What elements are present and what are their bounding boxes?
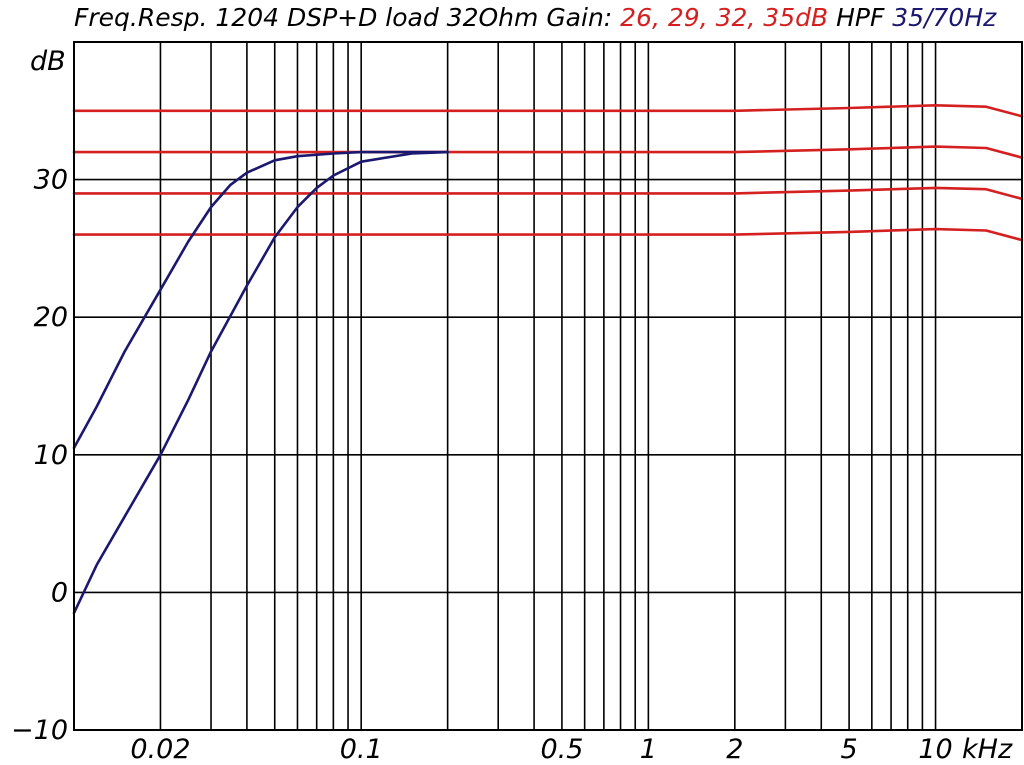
x-tick-label: 0.5 — [540, 734, 583, 765]
title-gains: 26, 29, 32, 35dB — [620, 3, 828, 32]
x-tick-label: 0.02 — [130, 734, 190, 765]
y-axis-label: dB — [30, 46, 66, 77]
x-tick-label: 10 — [918, 734, 952, 765]
plot-border — [73, 41, 1023, 731]
x-axis-label: kHz — [962, 734, 1013, 765]
series-line — [72, 150, 449, 450]
series-line — [72, 145, 1024, 159]
y-tick-label: −10 — [11, 715, 68, 746]
title-hpf-label: HPF — [828, 3, 892, 32]
x-tick-label: 1 — [640, 734, 657, 765]
y-tick-label: 0 — [51, 577, 68, 608]
x-tick-label: 5 — [841, 734, 858, 765]
series-lines — [72, 104, 1024, 615]
title-prefix: Freq.Resp. 1204 DSP+D load 32Ohm Gain: — [74, 3, 620, 32]
x-tick-label: 2 — [726, 734, 743, 765]
series-line — [72, 104, 1024, 118]
y-tick-label: 10 — [34, 440, 68, 471]
series-line — [72, 150, 449, 615]
grid — [74, 41, 1023, 730]
series-line — [72, 186, 1024, 201]
series-line — [72, 227, 1024, 242]
y-tick-label: 20 — [34, 302, 68, 333]
title-hpf-values: 35/70Hz — [892, 3, 997, 32]
tick-labels: −10 0 10 20 30 0.02 0.1 0.5 1 2 5 10 — [11, 165, 953, 765]
x-tick-label: 0.1 — [340, 734, 383, 765]
y-tick-label: 30 — [34, 165, 68, 196]
chart-title: Freq.Resp. 1204 DSP+D load 32Ohm Gain: 2… — [74, 3, 997, 32]
